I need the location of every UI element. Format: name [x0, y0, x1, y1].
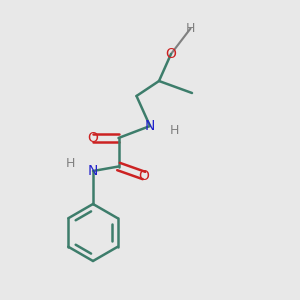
Text: O: O — [139, 169, 149, 182]
Text: O: O — [88, 131, 98, 145]
Text: H: H — [169, 124, 179, 137]
Text: H: H — [66, 157, 75, 170]
Text: N: N — [88, 164, 98, 178]
Text: N: N — [145, 119, 155, 133]
Text: H: H — [186, 22, 195, 35]
Text: O: O — [166, 47, 176, 61]
